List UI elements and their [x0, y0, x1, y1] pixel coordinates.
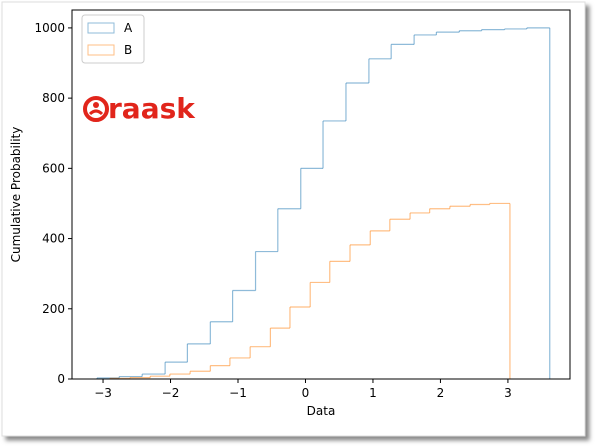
x-tick-label: −3 — [94, 386, 112, 400]
y-tick-label: 400 — [42, 232, 65, 246]
legend-box — [81, 14, 145, 64]
y-tick-label: 200 — [42, 302, 65, 316]
watermark-text: raask — [108, 92, 196, 125]
plot-frame — [71, 9, 571, 380]
x-tick-label: 3 — [504, 386, 512, 400]
y-tick-label: 600 — [42, 161, 65, 175]
x-tick-label: −1 — [229, 386, 247, 400]
legend-swatch — [87, 22, 115, 34]
x-axis-label: Data — [307, 404, 336, 418]
frame — [1, 1, 586, 437]
legend-label: A — [124, 21, 133, 35]
y-tick-label: 1000 — [34, 21, 65, 35]
x-tick-label: 0 — [302, 386, 310, 400]
x-tick-label: −2 — [162, 386, 180, 400]
watermark: raask — [83, 92, 196, 125]
legend-swatch — [87, 44, 115, 56]
x-tick-label: 1 — [369, 386, 377, 400]
y-tick-label: 800 — [42, 91, 65, 105]
y-tick-label: 0 — [57, 372, 65, 386]
y-axis-label: Cumulative Probability — [9, 127, 23, 263]
x-tick-label: 2 — [437, 386, 445, 400]
legend-label: B — [124, 43, 132, 57]
